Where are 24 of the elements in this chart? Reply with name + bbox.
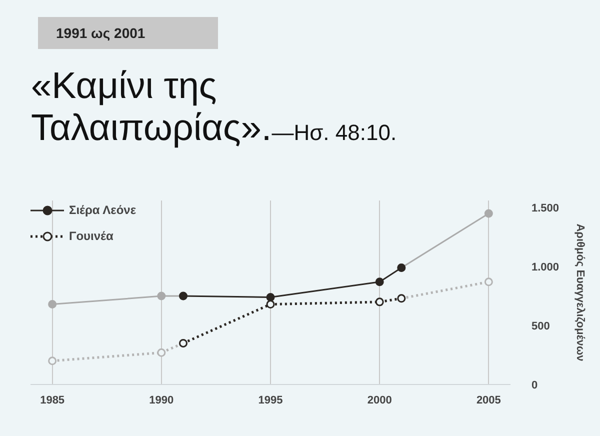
legend-label: Σιέρα Λεόνε bbox=[69, 203, 136, 217]
y-tick-label: 0 bbox=[532, 380, 538, 392]
point bbox=[484, 209, 493, 218]
y-tick-label: 500 bbox=[532, 320, 550, 333]
x-tick-label: 2000 bbox=[367, 394, 392, 406]
text: —Ησ. 48:10. bbox=[272, 120, 397, 145]
point bbox=[48, 300, 57, 309]
x-tick-label: 1995 bbox=[258, 394, 283, 406]
y-tick-label: 1.000 bbox=[532, 262, 560, 274]
y-tick-label: 1.500 bbox=[532, 202, 560, 215]
y-axis-title: Αριθμός Ευαγγελιζομένων bbox=[574, 224, 586, 362]
x-tick-label: 1985 bbox=[40, 394, 65, 406]
point bbox=[266, 292, 275, 302]
point bbox=[48, 356, 57, 366]
point bbox=[266, 300, 275, 309]
point bbox=[375, 278, 384, 286]
point bbox=[484, 278, 493, 286]
point bbox=[375, 298, 384, 306]
legend-label: Γουινέα bbox=[69, 229, 114, 243]
point bbox=[157, 292, 166, 300]
x-tick-label: 1990 bbox=[149, 394, 174, 406]
chart-subtitle: 1991 ως 2001 bbox=[38, 17, 218, 49]
x-tick-label: 2005 bbox=[476, 394, 501, 406]
point bbox=[157, 348, 166, 357]
